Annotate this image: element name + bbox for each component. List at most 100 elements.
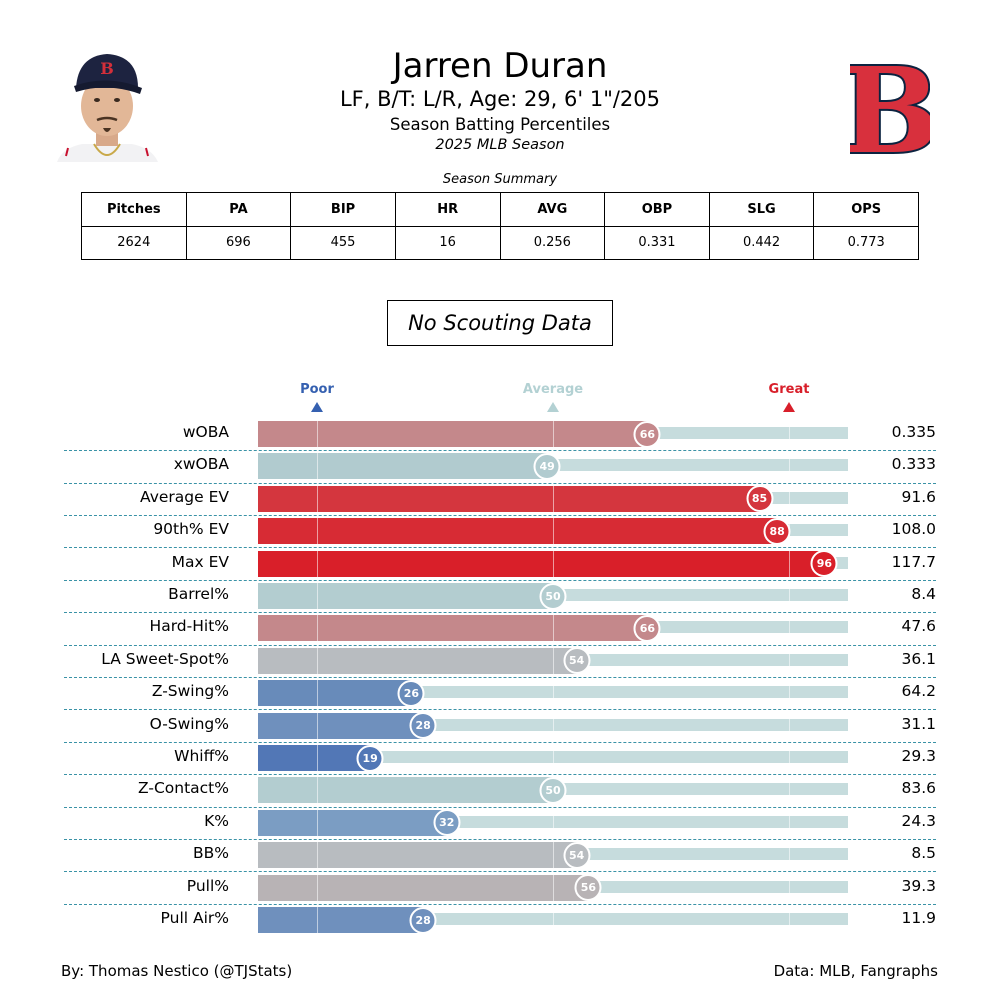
val-avg: 0.256: [499, 225, 606, 260]
reference-line: [553, 907, 554, 933]
percentile-badge: 49: [533, 452, 561, 480]
col-pitches: Pitches: [81, 192, 187, 227]
percentile-row: Barrel% 50 8.4: [0, 579, 1000, 614]
metric-value: 117.7: [891, 552, 936, 571]
reference-line: [789, 907, 790, 933]
svg-text:B: B: [100, 59, 114, 78]
player-bio: LF, B/T: L/R, Age: 29, 6' 1"/205: [339, 87, 661, 111]
row-separator: [64, 547, 936, 549]
percentile-badge: 54: [563, 647, 591, 675]
percentile-badge: 28: [409, 906, 437, 934]
metric-label: Z-Swing%: [151, 682, 229, 701]
reference-line: [317, 712, 318, 739]
metric-value: 47.6: [901, 617, 936, 636]
metric-label: Average EV: [140, 487, 229, 506]
percentile-bar: [258, 777, 553, 804]
percentile-bar: [258, 583, 553, 609]
percentile-bar: [258, 485, 760, 512]
percentile-row: Max EV 96 117.7: [0, 547, 1000, 581]
percentile-bar: [258, 550, 825, 577]
reference-line: [553, 809, 554, 836]
reference-line: [789, 550, 790, 577]
percentile-row: Pull Air% 28 11.9: [0, 903, 1000, 935]
col-ops: OPS: [813, 192, 919, 227]
val-bip: 455: [290, 225, 396, 260]
reference-line: [553, 712, 554, 739]
percentile-bar: [258, 680, 412, 707]
percentile-row: K% 32 24.3: [0, 806, 1000, 841]
legend-average-label: Average: [522, 382, 584, 397]
percentile-bar: [258, 421, 648, 447]
percentile-row: O-Swing% 28 31.1: [0, 709, 1000, 743]
metric-label: Hard-Hit%: [149, 617, 229, 636]
percentile-bar: [258, 745, 371, 771]
percentile-row: Average EV 85 91.6: [0, 482, 1000, 517]
row-separator: [64, 450, 936, 452]
season-label: 2025 MLB Season: [435, 137, 565, 153]
summary-header-row: Pitches PA BIP HR AVG OBP SLG OPS: [81, 192, 919, 227]
season-summary-table: Pitches PA BIP HR AVG OBP SLG OPS 2624 6…: [81, 192, 919, 260]
metric-label: O-Swing%: [149, 714, 229, 733]
metric-value: 11.9: [901, 909, 936, 927]
percentile-badge: 66: [633, 420, 661, 448]
percentile-badge: 96: [810, 550, 838, 578]
reference-line: [317, 550, 318, 577]
percentile-bar: [258, 712, 424, 739]
reference-line: [789, 777, 790, 804]
row-separator: [64, 482, 936, 484]
row-separator: [64, 871, 936, 873]
percentile-bar: [258, 842, 577, 869]
legend-average-triangle-icon: [547, 402, 559, 412]
row-separator: [64, 839, 936, 841]
metric-value: 0.335: [891, 423, 936, 441]
footer-credit: By: Thomas Nestico (@TJStats): [61, 962, 293, 980]
percentile-bar: [258, 809, 447, 836]
percentile-row: xwOBA 49 0.333: [0, 449, 1000, 484]
title-block: Jarren Duran LF, B/T: L/R, Age: 29, 6' 1…: [250, 44, 750, 155]
percentile-badge: 66: [633, 614, 661, 642]
row-separator: [64, 515, 936, 517]
summary-caption: Season Summary: [442, 172, 558, 187]
metric-label: LA Sweet-Spot%: [101, 649, 229, 668]
val-slg: 0.442: [708, 225, 815, 260]
reference-line: [789, 680, 790, 707]
percentile-badge: 26: [397, 679, 425, 707]
metric-value: 24.3: [901, 811, 936, 830]
percentile-badge: 54: [563, 841, 591, 869]
val-hr: 16: [394, 225, 501, 260]
metric-value: 83.6: [901, 779, 936, 798]
percentile-bar: [258, 907, 424, 933]
legend-great-label: Great: [768, 382, 810, 397]
reference-line: [317, 842, 318, 869]
row-separator: [64, 709, 936, 711]
reference-line: [789, 615, 790, 642]
metric-label: K%: [204, 811, 229, 830]
scouting-data-box: No Scouting Data: [387, 300, 613, 346]
metric-value: 31.1: [901, 714, 936, 733]
val-ops: 0.773: [813, 225, 919, 260]
player-name: Jarren Duran: [392, 46, 608, 86]
reference-line: [553, 421, 554, 447]
val-pa: 696: [185, 225, 292, 260]
reference-line: [789, 745, 790, 771]
reference-line: [317, 485, 318, 512]
percentile-row: Hard-Hit% 66 47.6: [0, 611, 1000, 646]
row-separator: [64, 806, 936, 808]
reference-line: [553, 485, 554, 512]
metric-label: BB%: [193, 844, 229, 863]
percentile-bar: [258, 518, 778, 545]
legend-great-triangle-icon: [783, 402, 795, 412]
chart-subtitle: Season Batting Percentiles: [389, 115, 611, 134]
reference-line: [789, 809, 790, 836]
percentile-bar: [258, 615, 648, 642]
percentile-row: Z-Swing% 26 64.2: [0, 676, 1000, 711]
col-pa: PA: [185, 192, 292, 227]
legend-poor-triangle-icon: [311, 402, 323, 412]
reference-line: [317, 421, 318, 447]
val-obp: 0.331: [604, 225, 710, 260]
metric-value: 29.3: [901, 747, 936, 765]
reference-line: [789, 712, 790, 739]
reference-line: [789, 421, 790, 447]
summary-value-row: 2624 696 455 16 0.256 0.331 0.442 0.773: [81, 225, 919, 260]
percentile-row: 90th% EV 88 108.0: [0, 514, 1000, 549]
